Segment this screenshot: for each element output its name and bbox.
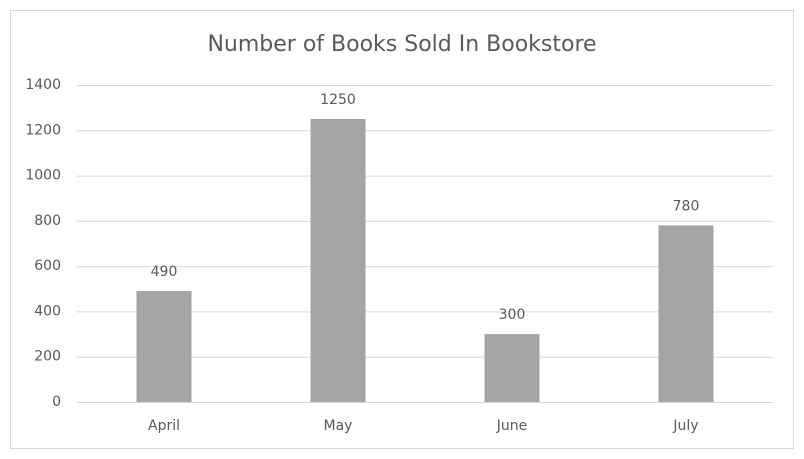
data-label: 1250: [320, 92, 356, 108]
x-tick-label: May: [324, 418, 353, 434]
x-tick-label: June: [496, 418, 528, 434]
bar: [136, 291, 192, 402]
y-tick-label: 400: [34, 303, 61, 319]
y-tick-label: 600: [34, 258, 61, 274]
data-label: 780: [673, 198, 700, 214]
y-tick-label: 0: [52, 394, 61, 410]
bar: [310, 118, 366, 402]
y-tick-label: 200: [34, 349, 61, 365]
bar: [484, 334, 540, 402]
x-tick-label: April: [148, 418, 180, 434]
chart-title: Number of Books Sold In Bookstore: [207, 32, 596, 57]
x-tick-label: July: [672, 418, 698, 434]
y-tick-label: 1400: [25, 77, 61, 93]
y-tick-label: 800: [34, 213, 61, 229]
data-label: 490: [151, 264, 178, 280]
y-tick-label: 1000: [25, 168, 61, 184]
bar: [658, 225, 714, 402]
y-tick-label: 1200: [25, 122, 61, 138]
data-label: 300: [499, 307, 526, 323]
